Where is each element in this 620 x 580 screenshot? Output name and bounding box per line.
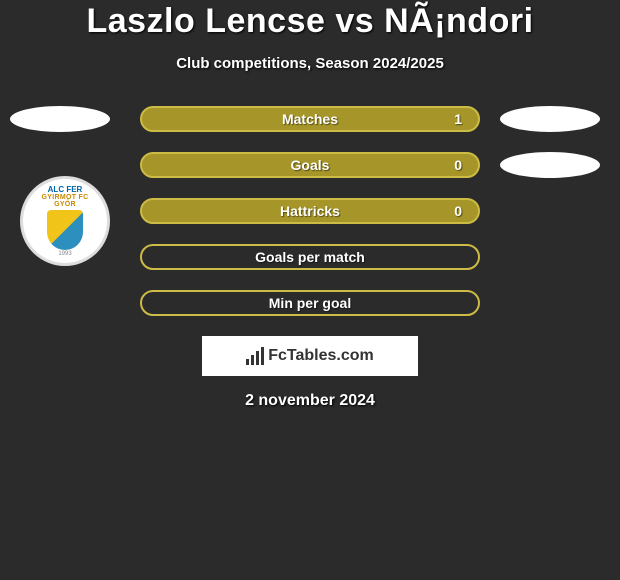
- logo-text-top: ALC FER: [48, 185, 83, 194]
- stat-row: Goals per match: [0, 244, 620, 270]
- stat-bar: Min per goal: [140, 290, 480, 316]
- stat-value: 0: [454, 203, 462, 219]
- stat-row: Min per goal: [0, 290, 620, 316]
- snapshot-date: 2 november 2024: [0, 392, 620, 410]
- player-indicator-left: [10, 106, 110, 132]
- stat-bar: Hattricks 0: [140, 198, 480, 224]
- stat-bar: Goals 0: [140, 152, 480, 178]
- fctables-label: FcTables.com: [268, 347, 374, 365]
- player-indicator-right: [500, 152, 600, 178]
- stat-bar: Goals per match: [140, 244, 480, 270]
- stats-container: Matches 1 Goals 0 Hattricks 0 Goals per match M…: [0, 106, 620, 316]
- bar-chart-icon: [246, 347, 264, 365]
- stat-label: Goals: [291, 157, 330, 173]
- stat-row: Goals 0: [0, 152, 620, 178]
- stat-bar: Matches 1: [140, 106, 480, 132]
- stat-value: 0: [454, 157, 462, 173]
- fctables-watermark: FcTables.com: [202, 336, 418, 376]
- stat-label: Goals per match: [255, 249, 365, 265]
- stat-row: Matches 1: [0, 106, 620, 132]
- player-indicator-right: [500, 106, 600, 132]
- stat-label: Hattricks: [280, 203, 340, 219]
- stat-value: 1: [454, 111, 462, 127]
- stat-label: Matches: [282, 111, 338, 127]
- stat-label: Min per goal: [269, 295, 351, 311]
- page-title: Laszlo Lencse vs NÃ¡ndori: [0, 2, 620, 41]
- stat-row: Hattricks 0: [0, 198, 620, 224]
- comparison-card: Laszlo Lencse vs NÃ¡ndori Club competiti…: [0, 0, 620, 410]
- page-subtitle: Club competitions, Season 2024/2025: [0, 55, 620, 72]
